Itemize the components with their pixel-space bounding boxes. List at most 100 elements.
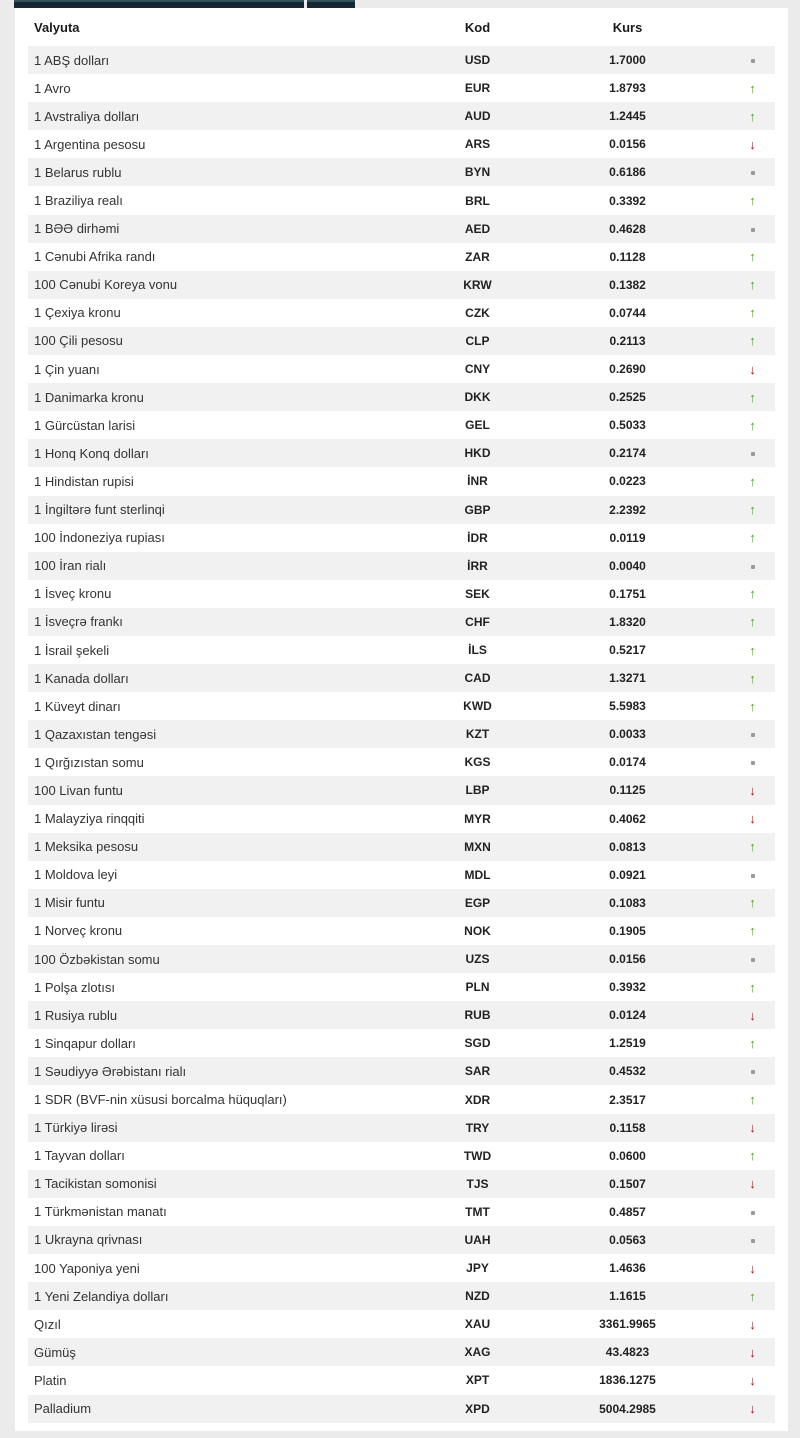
currency-name: 1 Gürcüstan larisi — [34, 417, 136, 433]
trend-up-icon: ↑ — [749, 305, 756, 321]
currency-name: Gümüş — [34, 1344, 76, 1360]
currency-rate: 1.8320 — [609, 614, 646, 629]
trend-down-icon: ↓ — [749, 811, 756, 827]
currency-code: ZAR — [465, 249, 490, 264]
currency-code: XAG — [464, 1345, 491, 1360]
currency-name: 100 Livan funtu — [34, 782, 123, 798]
currency-rate: 0.4532 — [609, 1064, 646, 1079]
table-row: 100 İran rialı İRR 0.0040 — [28, 551, 775, 580]
currency-code: PLN — [465, 980, 490, 995]
currency-rate: 0.0563 — [609, 1232, 646, 1247]
currency-code: RUB — [464, 1008, 491, 1023]
trend-cell — [730, 952, 775, 967]
tab-partial-left[interactable] — [14, 0, 304, 8]
currency-code: TJS — [466, 1176, 489, 1191]
currency-rate: 0.0033 — [609, 727, 646, 742]
trend-up-icon: ↑ — [749, 193, 756, 209]
currency-code: SAR — [464, 1064, 491, 1079]
currency-code: KGS — [464, 755, 491, 770]
trend-up-icon: ↑ — [749, 473, 756, 489]
currency-code: XPT — [465, 1373, 490, 1388]
currency-code: CLP — [465, 333, 490, 348]
trend-cell: ↑ — [730, 193, 775, 208]
trend-up-icon: ↑ — [749, 1288, 756, 1304]
currency-rate: 0.0744 — [609, 305, 646, 320]
trend-down-icon: ↓ — [749, 1316, 756, 1332]
currency-rate: 0.5033 — [609, 418, 646, 433]
currency-rate: 0.4628 — [609, 221, 646, 236]
tab-partial-right[interactable] — [307, 0, 355, 8]
currency-code: LBP — [465, 783, 490, 798]
currency-code: İNR — [467, 474, 488, 489]
table-header-row: Valyuta Kod Kurs — [28, 8, 775, 46]
trend-cell: ↑ — [730, 249, 775, 264]
trend-neutral-icon — [750, 59, 755, 64]
trend-up-icon: ↑ — [749, 108, 756, 124]
currency-name: 100 Özbəkistan somu — [34, 951, 160, 967]
table-row: 1 Cənubi Afrika randı ZAR 0.1128 ↑ — [28, 243, 775, 271]
currency-code: İLS — [468, 643, 487, 658]
currency-rate: 0.2690 — [609, 362, 646, 377]
currency-name: 100 Cənubi Koreya vonu — [34, 277, 178, 293]
currency-code: TWD — [463, 1148, 492, 1163]
table-row: 1 Türkmənistan manatı TMT 0.4857 — [28, 1198, 775, 1226]
trend-cell: ↑ — [730, 699, 775, 714]
trend-neutral-icon — [750, 1239, 755, 1244]
table-row: 1 Tayvan dolları TWD 0.0600 ↑ — [28, 1142, 775, 1170]
trend-cell: ↑ — [730, 474, 775, 489]
trend-down-icon: ↓ — [749, 361, 756, 377]
table-row: 1 Çexiya kronu CZK 0.0744 ↑ — [28, 299, 775, 327]
table-row: 100 Çili pesosu CLP 0.2113 ↑ — [28, 326, 775, 356]
trend-cell: ↓ — [730, 783, 775, 798]
currency-rate: 0.1905 — [609, 923, 646, 938]
currency-name: 1 Rusiya rublu — [34, 1007, 118, 1023]
trend-cell: ↑ — [730, 671, 775, 686]
currency-code: XDR — [464, 1092, 491, 1107]
table-row: 1 Tacikistan somonisi TJS 0.1507 ↓ — [28, 1169, 775, 1198]
trend-neutral-icon — [750, 873, 755, 878]
trend-up-icon: ↑ — [749, 1148, 756, 1164]
currency-code: MYR — [464, 811, 491, 826]
currency-code: CAD — [464, 671, 491, 686]
table-row: Qızıl XAU 3361.9965 ↓ — [28, 1310, 775, 1338]
currency-rate: 0.1507 — [609, 1176, 646, 1191]
trend-cell — [730, 867, 775, 882]
currency-rate: 0.4857 — [609, 1204, 646, 1219]
table-row: 1 İsveç kronu SEK 0.1751 ↑ — [28, 580, 775, 608]
table-row: 1 Ukrayna qrivnası UAH 0.0563 — [28, 1225, 775, 1255]
trend-cell — [730, 1232, 775, 1247]
table-row: 100 Livan funtu LBP 0.1125 ↓ — [28, 776, 775, 805]
trend-up-icon: ↑ — [749, 586, 756, 602]
currency-rate: 2.2392 — [609, 502, 646, 517]
table-row: 1 Gürcüstan larisi GEL 0.5033 ↑ — [28, 411, 775, 439]
table-row: 1 BƏƏ dirhəmi AED 0.4628 — [28, 214, 775, 243]
trend-cell: ↑ — [730, 502, 775, 517]
column-header-currency: Valyuta — [34, 19, 80, 35]
table-row: 100 Cənubi Koreya vonu KRW 0.1382 ↑ — [28, 270, 775, 299]
currency-name: Qızıl — [34, 1316, 61, 1332]
trend-cell: ↑ — [730, 923, 775, 938]
currency-code: EGP — [464, 895, 491, 910]
trend-cell: ↑ — [730, 1092, 775, 1107]
currency-name: 1 Danimarka kronu — [34, 389, 144, 405]
table-row: 1 Türkiyə lirəsi TRY 0.1158 ↓ — [28, 1113, 775, 1142]
currency-name: 100 İran rialı — [34, 558, 107, 574]
currency-code: USD — [464, 53, 491, 68]
currency-name: 1 Tacikistan somonisi — [34, 1176, 157, 1192]
trend-cell: ↑ — [730, 81, 775, 96]
table-row: 1 Səudiyyə Ərəbistanı rialı SAR 0.4532 — [28, 1057, 775, 1086]
currency-code: MXN — [464, 839, 491, 854]
trend-down-icon: ↓ — [749, 136, 756, 152]
trend-up-icon: ↑ — [749, 614, 756, 630]
currency-rate: 1.4636 — [609, 1261, 646, 1276]
trend-cell: ↑ — [730, 643, 775, 658]
trend-cell: ↑ — [730, 109, 775, 124]
currency-name: 1 SDR (BVF-nin xüsusi borcalma hüquqları… — [34, 1092, 287, 1108]
table-row: 100 Yaponiya yeni JPY 1.4636 ↓ — [28, 1254, 775, 1282]
trend-cell: ↓ — [730, 1373, 775, 1388]
table-row: 100 Özbəkistan somu UZS 0.0156 — [28, 945, 775, 974]
currency-name: 1 Kanada dolları — [34, 670, 129, 686]
currency-code: KZT — [465, 727, 490, 742]
table-row: 1 Argentina pesosu ARS 0.0156 ↓ — [28, 130, 775, 158]
trend-up-icon: ↑ — [749, 249, 756, 265]
